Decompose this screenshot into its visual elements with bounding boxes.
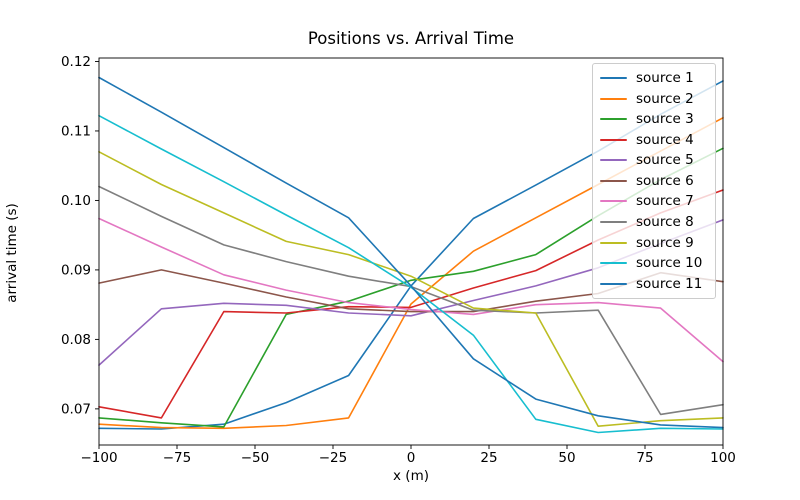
y-tick-label: 0.08	[61, 332, 91, 348]
legend-line-swatch	[600, 179, 627, 182]
x-tick-label: 25	[480, 450, 497, 466]
legend-line-swatch	[600, 118, 627, 121]
legend-item-source-8: source 8	[600, 212, 715, 232]
x-tick-label: 50	[558, 450, 575, 466]
y-tick-label: 0.09	[61, 262, 91, 278]
legend-item-source-3: source 3	[600, 109, 715, 129]
y-tick-label: 0.11	[61, 123, 91, 139]
legend-label: source 3	[636, 111, 694, 128]
x-tick-label: 75	[636, 450, 653, 466]
y-tick-label: 0.12	[61, 54, 91, 70]
legend-item-source-2: source 2	[600, 89, 715, 109]
series-line-source-10	[98, 114, 724, 434]
legend-label: source 9	[636, 234, 694, 251]
x-tick-label: −75	[163, 450, 192, 466]
legend-label: source 6	[636, 172, 694, 189]
legend-item-source-11: source 11	[600, 274, 715, 294]
x-axis-label: x (m)	[393, 468, 429, 484]
legend-label: source 2	[636, 90, 694, 107]
legend-line-swatch	[600, 159, 627, 162]
legend-line-swatch	[600, 138, 627, 141]
legend-label: source 11	[636, 275, 703, 292]
x-tick-label: 100	[710, 450, 736, 466]
legend-label: source 1	[636, 70, 694, 87]
legend-item-source-5: source 5	[600, 150, 715, 170]
series-line-source-11	[98, 76, 724, 429]
legend-item-source-6: source 6	[600, 171, 715, 191]
legend-item-source-10: source 10	[600, 253, 715, 273]
legend-line-swatch	[600, 262, 627, 265]
y-tick-label: 0.10	[61, 193, 91, 209]
legend-label: source 4	[636, 131, 694, 148]
x-tick-label: −25	[319, 450, 348, 466]
series-line-source-7	[98, 217, 724, 363]
legend-item-source-4: source 4	[600, 130, 715, 150]
legend-item-source-1: source 1	[600, 68, 715, 88]
series-line-source-9	[98, 151, 724, 428]
legend-label: source 7	[636, 193, 694, 210]
chart-title: Positions vs. Arrival Time	[307, 29, 515, 48]
legend-line-swatch	[600, 220, 627, 223]
legend-label: source 5	[636, 152, 694, 169]
legend-item-source-7: source 7	[600, 191, 715, 211]
legend-line-swatch	[600, 241, 627, 244]
legend: source 1 source 2 source 3 source 4 source 5…	[592, 63, 716, 299]
x-tick-label: −50	[241, 450, 270, 466]
legend-line-swatch	[600, 282, 627, 285]
legend-label: source 10	[636, 255, 703, 272]
x-tick-label: −100	[80, 450, 117, 466]
legend-label: source 8	[636, 213, 694, 230]
y-tick-label: 0.07	[61, 401, 91, 417]
legend-line-swatch	[600, 77, 627, 80]
legend-line-swatch	[600, 97, 627, 100]
legend-line-swatch	[600, 200, 627, 203]
legend-item-source-9: source 9	[600, 233, 715, 253]
y-axis-label: arrival time (s)	[4, 203, 20, 303]
x-tick-label: 0	[407, 450, 416, 466]
